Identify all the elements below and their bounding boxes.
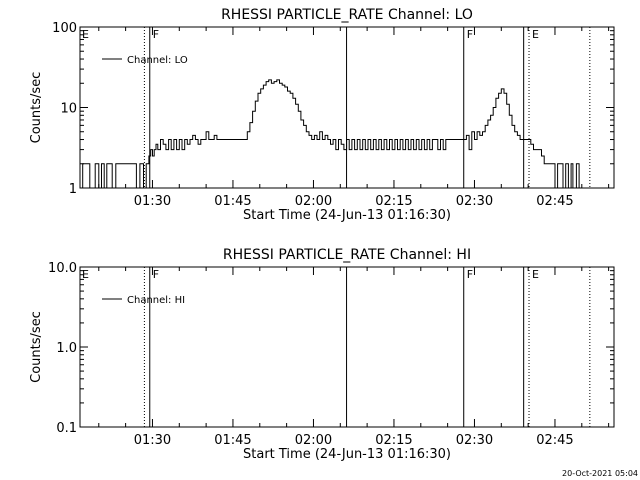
x-tick-label: 02:15 <box>375 194 412 209</box>
event-edge-label: E <box>82 28 89 41</box>
event-marker-label: F <box>467 268 473 281</box>
x-tick-label: 02:00 <box>295 194 332 209</box>
y-tick-label: 1.0 <box>56 341 77 356</box>
x-tick-label: 02:45 <box>536 194 573 209</box>
x-tick-label: 01:45 <box>214 194 251 209</box>
chart-title: RHESSI PARTICLE_RATE Channel: HI <box>223 247 471 263</box>
x-tick-label: 01:30 <box>134 194 171 209</box>
x-tick-label: 02:30 <box>456 433 493 448</box>
x-tick-label: 01:30 <box>134 433 171 448</box>
event-marker-label: F <box>467 28 473 41</box>
chart-panel-1: RHESSI PARTICLE_RATE Channel: LO 1 10 100 01… <box>29 7 615 223</box>
y-tick-label: 1 <box>69 182 77 197</box>
y-tick-label: 100 <box>52 21 77 36</box>
y-tick-label: 0.1 <box>56 421 77 436</box>
footer-timestamp: 20-Oct-2021 05:04 <box>562 469 638 478</box>
x-tick-label: 02:00 <box>295 433 332 448</box>
event-marker-label: F <box>153 268 159 281</box>
event-marker-label: E <box>532 28 539 41</box>
x-axis-label: Start Time (24-Jun-13 01:16:30) <box>243 447 451 462</box>
y-axis-label: Counts/sec <box>29 311 44 383</box>
x-tick-label: 02:30 <box>456 194 493 209</box>
y-axis-label: Counts/sec <box>29 72 44 144</box>
legend-label: Channel: LO <box>127 55 188 66</box>
x-tick-label: 02:45 <box>536 433 573 448</box>
x-axis-label: Start Time (24-Jun-13 01:16:30) <box>243 208 451 223</box>
event-edge-label: E <box>82 268 89 281</box>
y-tick-label: 10.0 <box>48 261 77 276</box>
legend-label: Channel: HI <box>127 295 185 306</box>
y-tick-label: 10 <box>60 102 77 117</box>
event-marker-label: E <box>532 268 539 281</box>
chart-title: RHESSI PARTICLE_RATE Channel: LO <box>221 7 473 23</box>
x-tick-label: 01:45 <box>214 433 251 448</box>
x-tick-label: 02:15 <box>375 433 412 448</box>
event-marker-label: F <box>153 28 159 41</box>
chart-panel-2: RHESSI PARTICLE_RATE Channel: HI 0.1 1.0 10… <box>29 247 615 462</box>
series-line <box>80 79 580 189</box>
